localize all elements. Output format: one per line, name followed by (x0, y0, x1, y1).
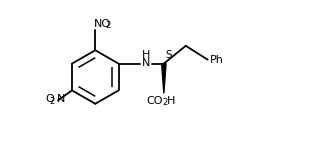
Text: 2: 2 (105, 21, 111, 30)
Polygon shape (162, 64, 166, 93)
Text: Ph: Ph (210, 55, 224, 65)
Text: N: N (141, 58, 150, 68)
Text: O: O (45, 94, 54, 104)
Text: S: S (165, 50, 172, 60)
Text: 2: 2 (163, 98, 168, 107)
Text: NO: NO (94, 19, 112, 29)
Text: H: H (167, 96, 175, 106)
Text: 2: 2 (49, 97, 54, 106)
Text: H: H (141, 50, 150, 60)
Text: N: N (57, 94, 66, 104)
Text: CO: CO (146, 96, 163, 106)
